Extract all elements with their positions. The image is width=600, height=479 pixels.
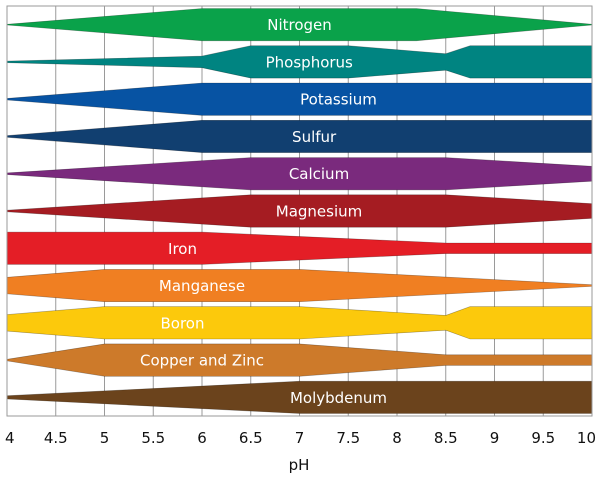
band-copper-and-zinc	[6, 343, 593, 377]
band-labels: Nitrogen Phosphorus Potassium Sulfur Calcium…	[140, 16, 387, 407]
band-label: Sulfur	[292, 128, 337, 146]
band-label: Iron	[168, 240, 197, 258]
x-tick-label: 4.5	[44, 429, 68, 447]
x-tick-label: 9.5	[531, 429, 555, 447]
x-tick-label: 9	[490, 429, 500, 447]
band-manganese	[6, 269, 593, 303]
x-axis-title: pH	[289, 456, 310, 474]
x-tick-label: 6	[197, 429, 207, 447]
x-tick-label: 7.5	[336, 429, 360, 447]
band-label: Boron	[161, 314, 205, 332]
band-boron	[6, 306, 593, 340]
band-label: Nitrogen	[267, 16, 332, 34]
x-tick-label: 8.5	[434, 429, 458, 447]
band-label: Molybdenum	[290, 389, 387, 407]
band-label: Magnesium	[276, 203, 363, 221]
x-axis-ticks: 4 4.5 5 5.5 6 6.5 7 7.5 8 8.5 9 9.5 10	[5, 429, 596, 447]
x-tick-label: 10	[577, 429, 596, 447]
x-tick-label: 8	[392, 429, 402, 447]
plot-frame	[6, 5, 593, 417]
band-label: Manganese	[159, 277, 245, 295]
x-tick-label: 5	[100, 429, 110, 447]
band-label: Copper and Zinc	[140, 352, 264, 370]
x-tick-label: 5.5	[141, 429, 165, 447]
band-label: Phosphorus	[266, 53, 353, 71]
x-tick-label: 4	[5, 429, 15, 447]
band-label: Potassium	[300, 91, 377, 109]
band-iron	[6, 231, 593, 265]
band-label: Calcium	[289, 165, 349, 183]
x-tick-label: 6.5	[239, 429, 263, 447]
x-tick-label: 7	[295, 429, 305, 447]
